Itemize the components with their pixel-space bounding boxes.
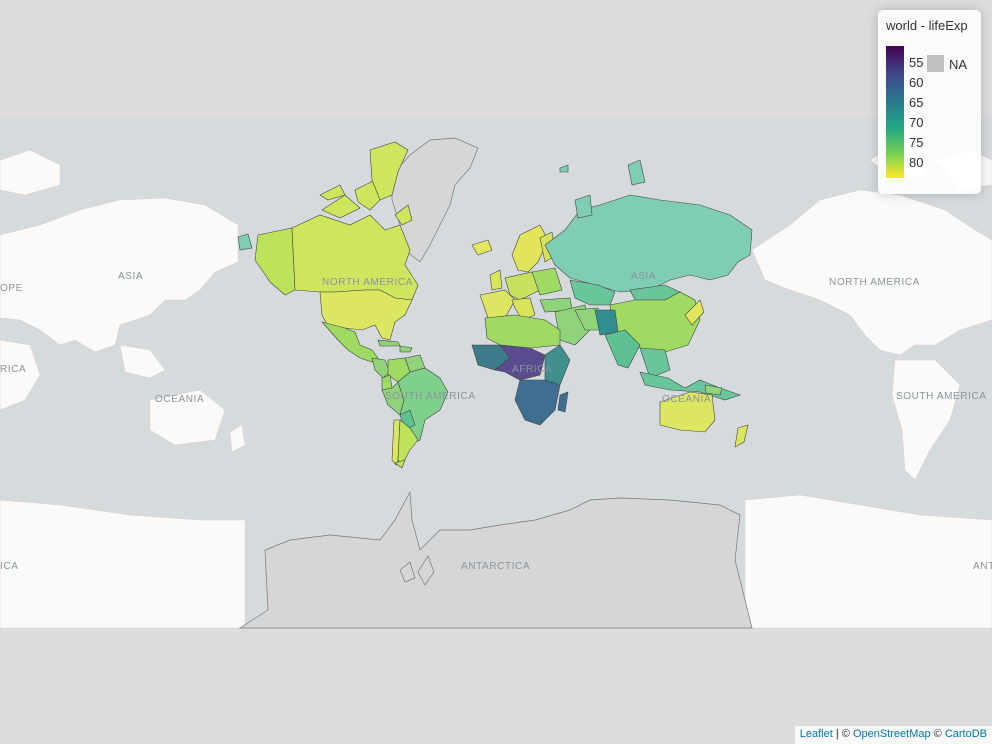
country-japan [684,299,705,326]
country-central-europe [504,271,541,301]
choropleth-africa [471,314,571,426]
legend-tick: 55 [909,55,924,70]
legend-tick: 60 [909,75,924,90]
legend-tick: 75 [909,135,924,150]
legend-color-ramp [886,46,904,178]
country-australia [659,391,716,433]
country-southern-africa [514,379,561,426]
legend-title: world - lifeExp [886,18,968,33]
svg-text:OPE: OPE [0,283,23,294]
svg-text:SOUTH AMERICA: SOUTH AMERICA [896,391,987,402]
antarctica-na [238,490,753,629]
svg-text:NORTH AMERICA: NORTH AMERICA [322,277,413,288]
legend-tick: 65 [909,95,924,110]
leaflet-link[interactable]: Leaflet [799,728,833,740]
map-attribution: Leaflet | © OpenStreetMap © CartoDB [794,726,992,744]
basemap-land-right [744,139,992,629]
svg-text:OCEANIA: OCEANIA [155,394,204,405]
svg-text:SOUTH AMERICA: SOUTH AMERICA [385,391,476,402]
country-mexico [321,321,379,363]
legend-na-label: NA [949,57,968,72]
map-legend: world - lifeExp 55 60 65 70 75 80 NA [878,10,981,194]
svg-text:OCEANIA: OCEANIA [662,394,711,405]
legend-tick: 80 [909,155,924,170]
attribution-separator: | © [832,728,853,740]
country-southeast-asia [639,347,671,379]
country-ecuador [381,374,393,391]
svg-text:AFRICA: AFRICA [512,364,552,375]
basemap-land-left [0,149,246,629]
svg-text:ASIA: ASIA [631,271,656,282]
svg-text:ANTARCTICA: ANTARCTICA [461,561,530,572]
legend-na-swatch [927,55,944,72]
country-france-spain [479,289,516,319]
choropleth-north-america [237,141,419,379]
svg-text:NORTH AMERICA: NORTH AMERICA [829,277,920,288]
svg-text:ICA: ICA [0,561,18,572]
choropleth-asia [544,159,753,401]
attribution-separator: © [930,728,945,740]
country-new-zealand [734,424,749,448]
openstreetmap-link[interactable]: OpenStreetMap [852,728,931,740]
svg-text:ANT: ANT [973,561,992,572]
country-russia-far-east-sliver [237,233,253,251]
country-eastern-europe [531,267,563,296]
cartodb-link[interactable]: CartoDB [944,728,987,740]
country-uk [489,269,503,291]
country-east-africa [544,344,571,386]
legend-tick: 70 [909,115,924,130]
country-india [604,329,641,369]
choropleth-oceania [659,384,749,448]
country-iceland [471,239,493,256]
svg-text:ASIA: ASIA [118,271,143,282]
svg-text:RICA: RICA [0,364,26,375]
choropleth-south-america [381,354,449,469]
basemap-labels: ASIA OPE RICA OCEANIA ICA NORTH AMERICA … [0,271,992,572]
country-argentina [397,419,419,466]
country-papua-new-guinea [704,384,723,396]
choropleth-europe [471,224,573,321]
